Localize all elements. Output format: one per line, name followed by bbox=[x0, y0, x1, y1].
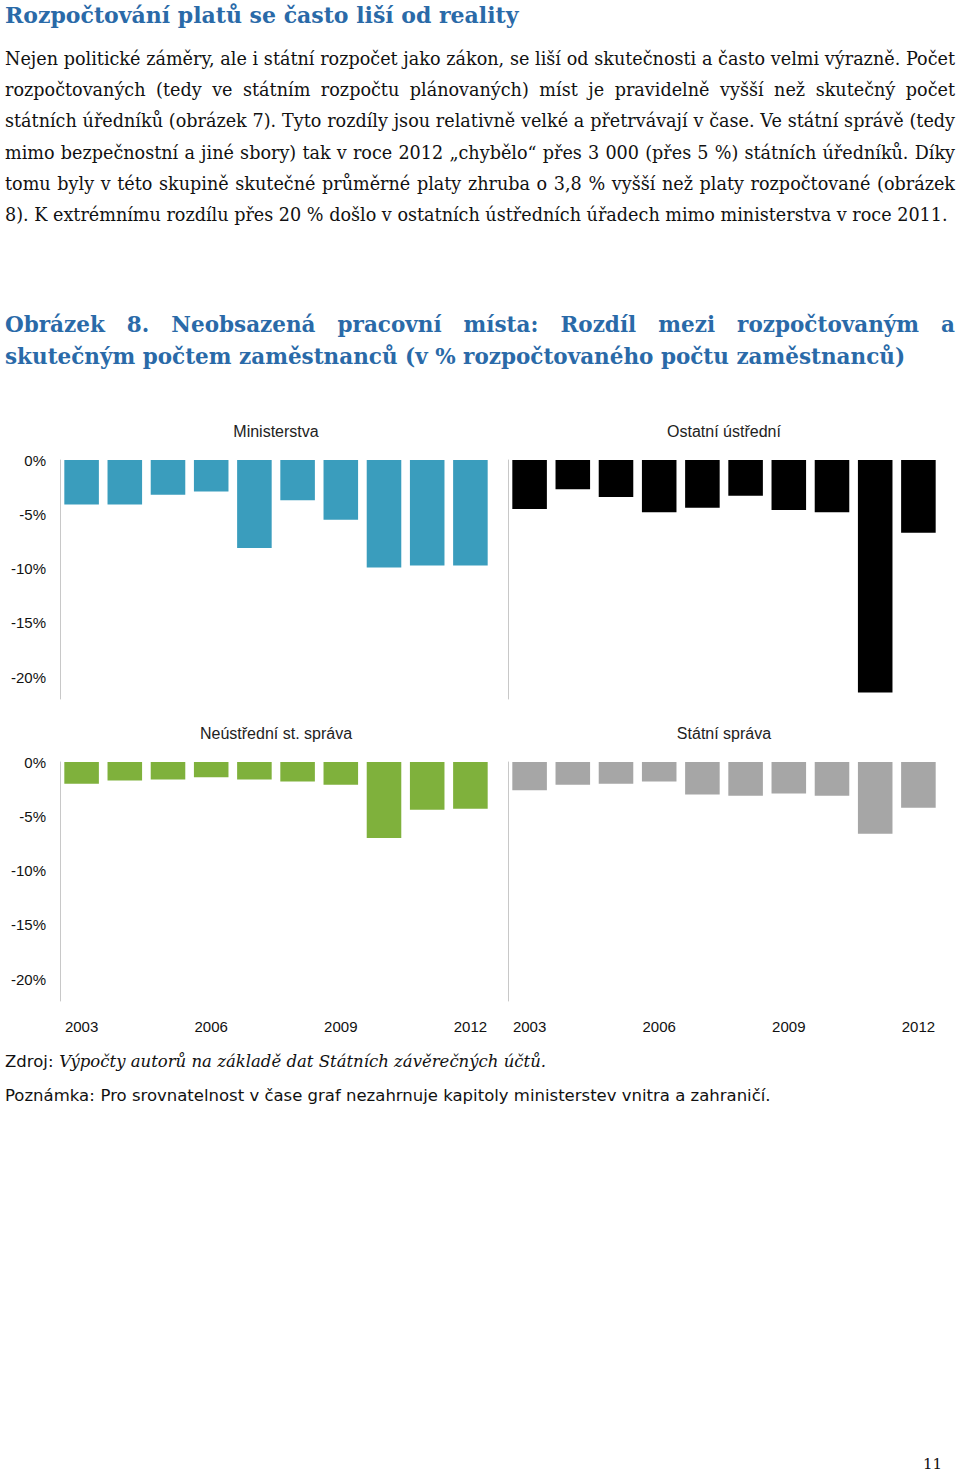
html-text:Rozpočtování platů se často li: Rozpočtování platů se často liší od real… bbox=[5, 2, 519, 28]
svg-text:-15%: -15% bbox=[11, 916, 46, 933]
svg-text:-10%: -10% bbox=[11, 560, 46, 577]
svg-text:-20%: -20% bbox=[11, 669, 46, 686]
html-text:Nejen politické záměry, ale i: Nejen politické záměry, ale i státní roz… bbox=[5, 49, 955, 225]
svg-text:-15%: -15% bbox=[11, 614, 46, 631]
svg-text:Ostatní ústřední: Ostatní ústřední bbox=[667, 423, 781, 440]
html-text:Poznámka: Pro srovnatelnost v: Poznámka: Pro srovnatelnost v čase graf … bbox=[5, 1086, 771, 1105]
svg-text:0%: 0% bbox=[24, 754, 46, 771]
svg-text:2009: 2009 bbox=[324, 1018, 357, 1035]
svg-text:2006: 2006 bbox=[643, 1018, 676, 1035]
html-text:11: 11 bbox=[922, 1455, 942, 1473]
svg-text:2012: 2012 bbox=[454, 1018, 487, 1035]
svg-text:Ministerstva: Ministerstva bbox=[233, 423, 318, 440]
svg-text:-10%: -10% bbox=[11, 862, 46, 879]
svg-text:-20%: -20% bbox=[11, 971, 46, 988]
svg-text:-5%: -5% bbox=[19, 808, 46, 825]
svg-text:2006: 2006 bbox=[195, 1018, 228, 1035]
svg-text:2003: 2003 bbox=[513, 1018, 546, 1035]
svg-text:Státní správa: Státní správa bbox=[677, 725, 771, 742]
svg-text:Neústřední st. správa: Neústřední st. správa bbox=[200, 725, 352, 742]
html-text:Obrázek 8. Neobsazená pracovní: Obrázek 8. Neobsazená pracovní místa: Ro… bbox=[5, 312, 955, 369]
svg-text:2009: 2009 bbox=[772, 1018, 805, 1035]
html-text:Zdroj: Výpočty autorů na zákla: Zdroj: Výpočty autorů na základě dat Stá… bbox=[5, 1052, 547, 1071]
svg-text:2012: 2012 bbox=[902, 1018, 935, 1035]
svg-text:0%: 0% bbox=[24, 452, 46, 469]
svg-text:-5%: -5% bbox=[19, 506, 46, 523]
svg-text:2003: 2003 bbox=[65, 1018, 98, 1035]
